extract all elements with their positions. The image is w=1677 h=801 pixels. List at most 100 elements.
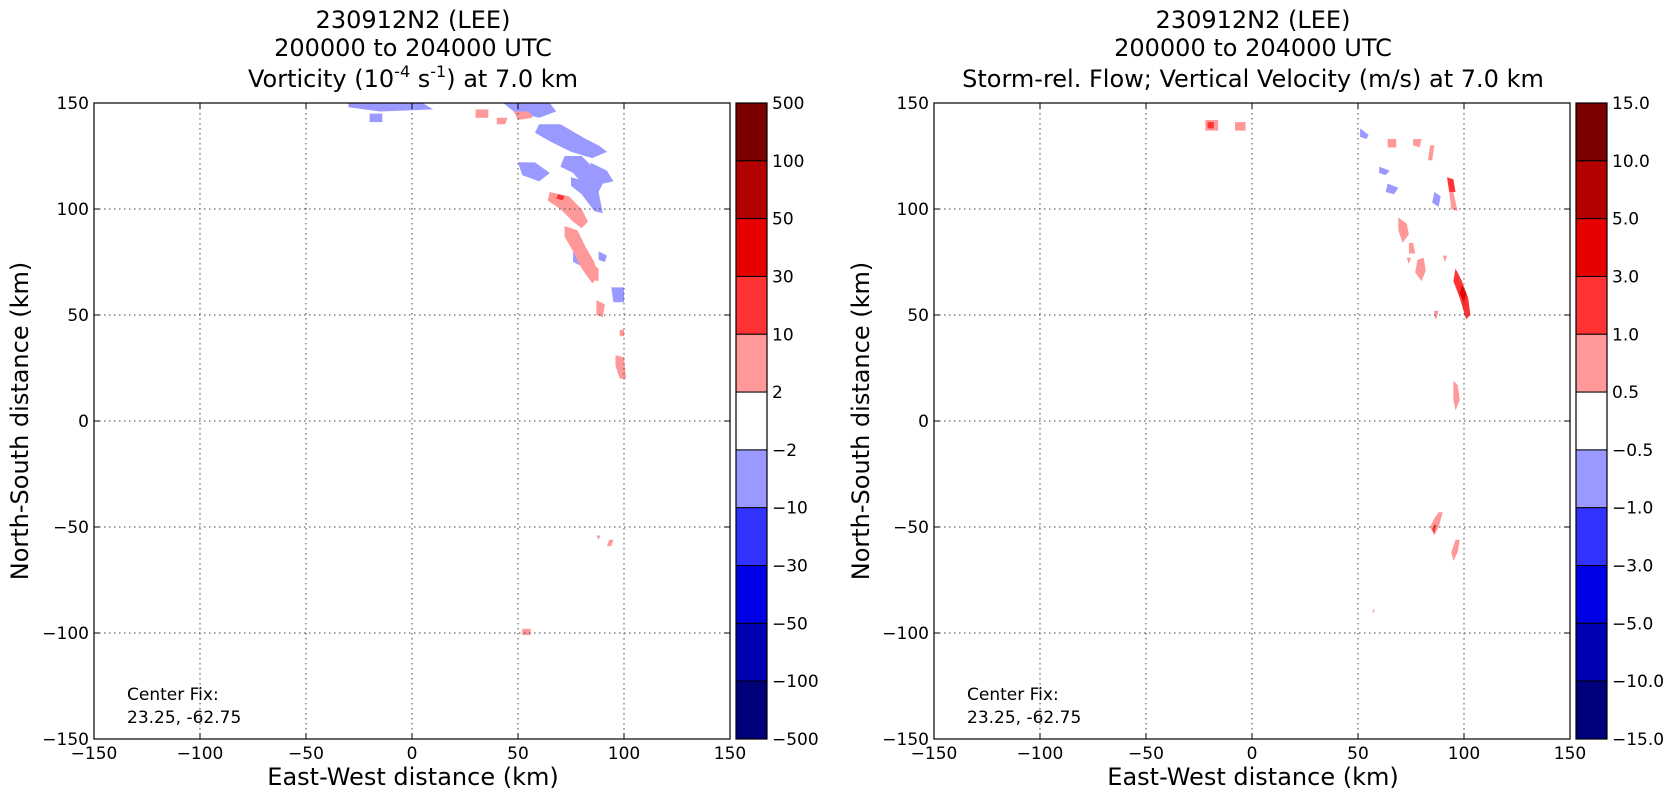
subtitle-mid: s (410, 65, 430, 93)
colorbar-swatch (735, 160, 768, 220)
field-region (1406, 257, 1411, 265)
field-region (1451, 539, 1460, 561)
field-region (1413, 139, 1422, 148)
field-region (522, 628, 531, 636)
colorbar-frame (735, 102, 768, 740)
colorbar-swatch (735, 218, 768, 277)
field-region (1207, 122, 1214, 129)
field-region (1449, 192, 1458, 212)
colorbar-swatch (735, 565, 768, 624)
colorbar-label: 100 (772, 152, 804, 172)
x-tick-label: 50 (1347, 744, 1369, 764)
x-tick-label: −150 (71, 744, 118, 764)
colorbar-label: −5.0 (1612, 614, 1653, 634)
y-tick-label: 150 (57, 94, 89, 114)
center-fix-label: Center Fix: (967, 685, 1059, 705)
y-tick-label: −50 (893, 518, 929, 538)
panel-title-line-2: 200000 to 204000 UTC (1114, 34, 1392, 62)
panel-subtitle: Storm-rel. Flow; Vertical Velocity (m/s)… (962, 65, 1544, 93)
colorbar-swatch (735, 102, 768, 162)
field-region (1428, 145, 1435, 161)
panel-title-line-2: 200000 to 204000 UTC (274, 34, 552, 62)
subtitle-prefix: Vorticity (10 (248, 65, 394, 93)
field-region (1459, 285, 1467, 303)
field-region (615, 355, 627, 379)
field-region (1447, 177, 1456, 192)
field-region (1408, 242, 1416, 254)
field-region (1434, 310, 1439, 320)
center-fix-label: Center Fix: (127, 685, 219, 705)
y-tick-label: 50 (67, 306, 89, 326)
colorbar-label: 30 (772, 267, 794, 287)
field-region (1385, 183, 1399, 195)
colorbar-swatch (735, 275, 768, 335)
colorbar-label: −500 (772, 730, 819, 750)
y-tick-label: −100 (42, 624, 89, 644)
field-region (1372, 609, 1375, 614)
field-region (596, 535, 601, 540)
x-tick-label: −100 (1017, 744, 1064, 764)
colorbar-swatch (1575, 391, 1608, 451)
field-region (513, 111, 533, 120)
field-region (1398, 217, 1409, 243)
field-region (518, 162, 550, 182)
colorbar-label: 3.0 (1612, 267, 1639, 287)
y-tick-label: 0 (918, 412, 929, 432)
x-tick-label: 0 (1247, 744, 1258, 764)
field-region (535, 124, 607, 159)
field-region (590, 162, 614, 184)
axis-ticks: −150 −100 −50 0 50 100 150 −150 −100 −50 0 50 100 150 (42, 94, 746, 764)
vertical-velocity-colorbar: 15.0 10.0 5.0 3.0 1.0 0.5 −0.5 −1.0 −3.0 −5.0 −10.… (1575, 94, 1664, 750)
panel-title-line-1: 230912N2 (LEE) (1156, 6, 1351, 34)
vorticity-field (348, 103, 627, 636)
colorbar-label: −15.0 (1612, 730, 1664, 750)
colorbar-label: 2 (772, 383, 783, 403)
colorbar-swatch (1575, 333, 1608, 393)
colorbar-label: −30 (772, 557, 808, 577)
field-region (1379, 166, 1390, 176)
colorbar-swatch (1575, 507, 1608, 567)
field-region (369, 113, 383, 123)
colorbar-label: −50 (772, 614, 808, 634)
y-tick-label: 100 (897, 200, 929, 220)
field-region (598, 251, 607, 262)
colorbar-label: −0.5 (1612, 441, 1653, 461)
field-region (596, 300, 605, 318)
field-region (1415, 257, 1426, 282)
colorbar-label: 10 (772, 325, 794, 345)
y-tick-label: 150 (897, 94, 929, 114)
colorbar-frame (1575, 102, 1608, 740)
axis-ticks: −150 −100 −50 0 50 100 150 −150 −100 −50 0 50 100 150 (882, 94, 1586, 764)
y-tick-label: −150 (42, 730, 89, 750)
colorbar-label: −3.0 (1612, 557, 1653, 577)
field-region (611, 287, 624, 303)
colorbar-swatch (735, 507, 768, 567)
subtitle-exponent-2: -1 (430, 62, 446, 81)
subtitle-suffix: ) at 7.0 km (446, 65, 578, 93)
x-axis-label: East-West distance (km) (1107, 763, 1398, 791)
field-region (1442, 255, 1447, 262)
y-tick-label: −150 (882, 730, 929, 750)
colorbar-label: 50 (772, 210, 794, 230)
colorbar-label: −1.0 (1612, 499, 1653, 519)
field-region (590, 262, 599, 282)
x-tick-label: −100 (177, 744, 224, 764)
x-tick-label: 100 (1448, 744, 1480, 764)
x-tick-label: −50 (1128, 744, 1164, 764)
colorbar-label: 0.5 (1612, 383, 1639, 403)
colorbar-swatch (1575, 680, 1608, 740)
x-tick-label: 150 (1554, 744, 1586, 764)
field-region (1387, 139, 1397, 148)
field-region (503, 103, 557, 118)
y-tick-label: 50 (907, 306, 929, 326)
colorbar-label: 10.0 (1612, 152, 1650, 172)
colorbar-swatch (1575, 160, 1608, 220)
x-tick-label: 50 (507, 744, 529, 764)
colorbar-swatch (1575, 449, 1608, 509)
colorbar-swatch (1575, 275, 1608, 335)
x-tick-label: −50 (288, 744, 324, 764)
colorbar-swatch (735, 449, 768, 509)
field-region (1235, 122, 1246, 131)
y-axis-label: North-South distance (km) (6, 262, 34, 581)
